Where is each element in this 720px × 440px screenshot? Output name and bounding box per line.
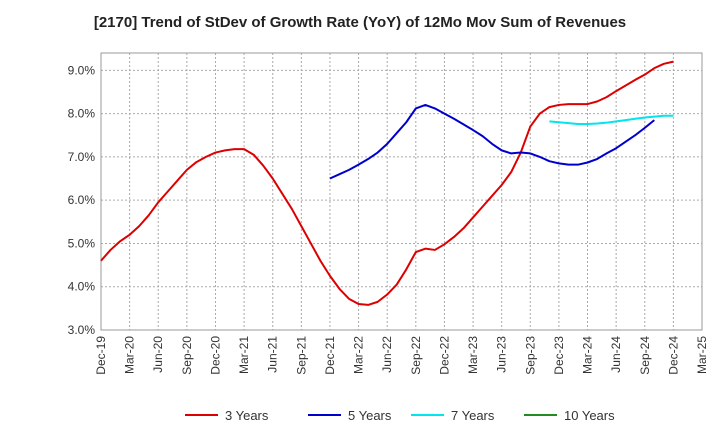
x-tick-label: Sep-21 [294, 336, 308, 375]
x-tick-label: Mar-24 [581, 336, 595, 374]
x-axis: Dec-19 Mar-20 Jun-20 Sep-20 Dec-20 Mar-21 Jun-… [94, 336, 709, 375]
x-tick-label: Mar-22 [352, 336, 366, 374]
legend-label-3-years: 3 Years [225, 408, 269, 423]
x-tick-label: Mar-23 [466, 336, 480, 374]
x-tick-label: Jun-20 [151, 336, 165, 373]
x-tick-label: Dec-22 [437, 336, 451, 375]
x-tick-label: Sep-20 [180, 336, 194, 375]
legend: 3 Years 5 Years 7 Years 10 Years [185, 408, 615, 423]
y-tick-label: 7.0% [68, 150, 96, 164]
series-lines [100, 60, 674, 306]
legend-label-5-years: 5 Years [348, 408, 392, 423]
x-tick-label: Dec-20 [208, 336, 222, 375]
chart-title: [2170] Trend of StDev of Growth Rate (Yo… [93, 14, 627, 31]
x-tick-label: Dec-24 [666, 336, 680, 375]
y-tick-label: 4.0% [68, 280, 96, 294]
x-tick-label: Mar-20 [123, 336, 137, 374]
y-tick-label: 3.0% [68, 323, 96, 337]
x-tick-label: Sep-23 [523, 336, 537, 375]
x-tick-label: Jun-22 [380, 336, 394, 373]
x-tick-label: Sep-22 [409, 336, 423, 375]
x-tick-label: Jun-24 [609, 336, 623, 373]
y-axis: 3.0% 4.0% 5.0% 6.0% 7.0% 8.0% 9.0% [68, 63, 96, 337]
legend-label-7-years: 7 Years [451, 408, 495, 423]
plot-frame [100, 52, 703, 331]
x-tick-label: Dec-19 [94, 336, 108, 375]
y-tick-label: 6.0% [68, 193, 96, 207]
y-tick-label: 8.0% [68, 107, 96, 121]
x-tick-label: Jun-23 [495, 336, 509, 373]
x-tick-label: Sep-24 [638, 336, 652, 375]
x-tick-label: Mar-21 [237, 336, 251, 374]
x-tick-label: Mar-25 [695, 336, 709, 374]
legend-label-10-years: 10 Years [564, 408, 615, 423]
y-tick-label: 9.0% [68, 63, 96, 77]
series-line-5-years [329, 103, 655, 180]
y-tick-label: 5.0% [68, 236, 96, 250]
x-tick-label: Jun-21 [266, 336, 280, 373]
x-tick-label: Dec-23 [552, 336, 566, 375]
series-line-3-years [100, 60, 674, 306]
x-tick-label: Dec-21 [323, 336, 337, 375]
series-line-7-years [549, 114, 674, 125]
